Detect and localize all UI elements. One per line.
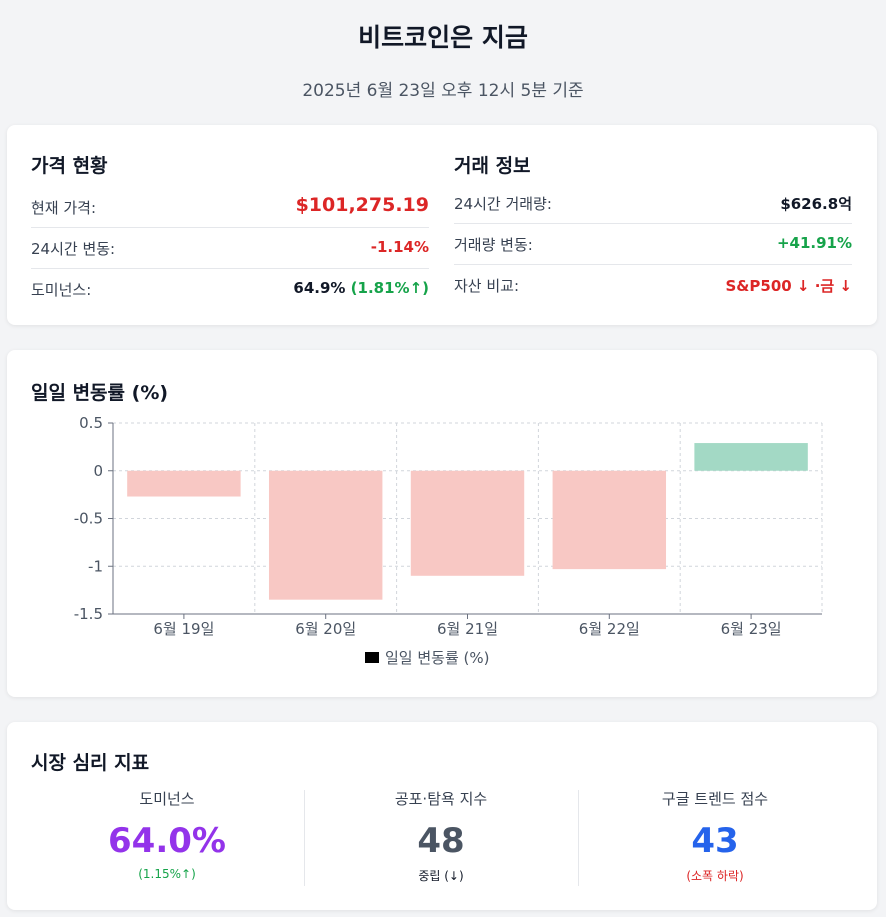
y-tick-label: -1	[88, 557, 103, 575]
dominance-value-group: 64.9% (1.81%↑)	[293, 279, 429, 297]
metric-fear-greed-sub: 중립 (↓)	[418, 869, 464, 883]
change-24h-label: 24시간 변동:	[31, 240, 116, 258]
dominance-value: 64.9%	[293, 279, 346, 297]
dominance-change: (1.81%↑)	[350, 279, 429, 297]
volume-change-label: 거래량 변동:	[454, 236, 533, 254]
y-tick-label: -1.5	[74, 605, 103, 623]
y-tick-label: 0	[93, 462, 103, 480]
metric-dominance-sub: (1.15%↑)	[138, 867, 196, 881]
metric-fear-greed-value: 48	[417, 821, 465, 861]
price-status-table: 현재 가격: $101,275.19 24시간 변동: -1.14% 도미넌스:…	[31, 187, 429, 310]
metric-google-trends-sub: (소폭 하락)	[686, 869, 744, 883]
price-status-heading: 가격 현황	[31, 155, 108, 177]
y-tick-label: -0.5	[74, 510, 103, 528]
volume-24h-value: $626.8억	[780, 195, 852, 213]
x-tick-label: 6월 19일	[153, 620, 214, 638]
metric-fear-greed-label: 공포·탐욕 지수	[394, 790, 488, 808]
metric-fear-greed: 공포·탐욕 지수 48 중립 (↓)	[305, 788, 577, 886]
metric-google-trends-value: 43	[691, 821, 739, 861]
asset-compare-value: S&P500 ↓ ·금 ↓	[725, 277, 853, 295]
x-tick-label: 6월 21일	[437, 620, 498, 638]
page-title: 비트코인은 지금	[358, 23, 528, 52]
trade-info-table: 24시간 거래량: $626.8억 거래량 변동: +41.91% 자산 비교:…	[454, 183, 852, 306]
chart-heading: 일일 변동률 (%)	[31, 382, 169, 404]
metric-divider	[578, 790, 579, 886]
x-tick-label: 6월 20일	[295, 620, 356, 638]
bar-3	[410, 470, 525, 576]
sentiment-card: 시장 심리 지표 도미넌스 64.0% (1.15%↑) 공포·탐욕 지수 48…	[7, 722, 877, 910]
y-tick-label: 0.5	[79, 414, 103, 432]
sentiment-heading: 시장 심리 지표	[31, 752, 150, 774]
volume-24h-row: 24시간 거래량: $626.8억	[454, 183, 852, 224]
metric-divider	[304, 790, 305, 886]
asset-compare-label: 자산 비교:	[454, 277, 520, 295]
volume-24h-label: 24시간 거래량:	[454, 195, 552, 213]
metric-dominance-value: 64.0%	[108, 821, 226, 861]
change-24h-value: -1.14%	[370, 238, 429, 256]
x-tick-label: 6월 23일	[721, 620, 782, 638]
volume-change-value: +41.91%	[776, 234, 852, 252]
bar-1	[127, 470, 241, 497]
metric-google-trends-label: 구글 트렌드 점수	[661, 790, 769, 808]
daily-change-card: 일일 변동률 (%) 0.5 0 -0.5 -1 -1.5 6월 19일 6월 20일 6월 …	[7, 350, 877, 697]
current-price-row: 현재 가격: $101,275.19	[31, 187, 429, 228]
price-info-card: 가격 현황 현재 가격: $101,275.19 24시간 변동: -1.14%…	[7, 125, 877, 325]
x-tick-label: 6월 22일	[579, 620, 640, 638]
bar-5	[694, 443, 808, 471]
volume-change-row: 거래량 변동: +41.91%	[454, 224, 852, 265]
metric-dominance: 도미넌스 64.0% (1.15%↑)	[31, 788, 303, 886]
asset-compare-row: 자산 비교: S&P500 ↓ ·금 ↓	[454, 265, 852, 306]
bar-2	[268, 470, 383, 600]
current-price-value: $101,275.19	[295, 194, 429, 216]
metric-dominance-label: 도미넌스	[139, 790, 195, 808]
legend-swatch	[365, 652, 379, 663]
bar-4	[552, 470, 667, 570]
dominance-row: 도미넌스: 64.9% (1.81%↑)	[31, 269, 429, 310]
daily-change-chart: 0.5 0 -0.5 -1 -1.5 6월 19일 6월 20일 6월 21일 6월 22일 6월…	[74, 414, 823, 667]
dominance-label: 도미넌스:	[31, 281, 92, 299]
current-price-label: 현재 가격:	[31, 199, 97, 217]
legend-label: 일일 변동률 (%)	[385, 649, 490, 667]
page-subtitle: 2025년 6월 23일 오후 12시 5분 기준	[302, 81, 584, 101]
trade-info-heading: 거래 정보	[454, 155, 531, 177]
metric-google-trends: 구글 트렌드 점수 43 (소폭 하락)	[579, 788, 851, 886]
change-24h-row: 24시간 변동: -1.14%	[31, 228, 429, 269]
